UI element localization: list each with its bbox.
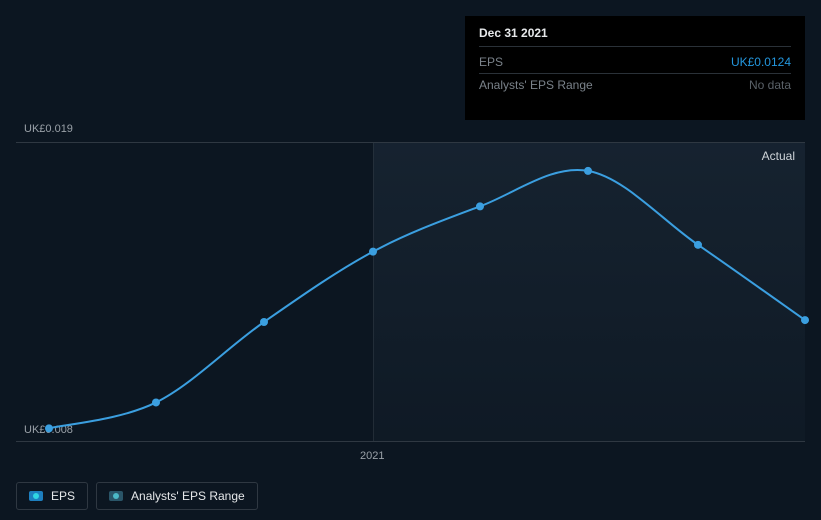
legend-btn-eps[interactable]: EPS (16, 482, 88, 510)
tooltip-row-eps: EPS UK£0.0124 (479, 51, 791, 74)
legend-label-eps: EPS (51, 489, 75, 503)
x-axis-label: 2021 (360, 450, 384, 462)
tooltip-eps-value: UK£0.0124 (731, 55, 791, 69)
legend-btn-range[interactable]: Analysts' EPS Range (96, 482, 258, 510)
legend-swatch-range (109, 491, 123, 501)
tooltip-row-range: Analysts' EPS Range No data (479, 74, 791, 96)
y-axis-top-label: UK£0.019 (24, 123, 73, 135)
tooltip-box: Dec 31 2021 EPS UK£0.0124 Analysts' EPS … (465, 16, 805, 120)
tooltip-range-value: No data (749, 78, 791, 92)
tooltip-eps-label: EPS (479, 55, 503, 69)
chart-area[interactable]: Actual (16, 142, 805, 442)
tooltip-range-label: Analysts' EPS Range (479, 78, 593, 92)
legend: EPS Analysts' EPS Range (16, 482, 258, 510)
line-chart-svg (16, 142, 805, 442)
legend-label-range: Analysts' EPS Range (131, 489, 245, 503)
tooltip-date: Dec 31 2021 (479, 26, 791, 47)
legend-swatch-eps (29, 491, 43, 501)
